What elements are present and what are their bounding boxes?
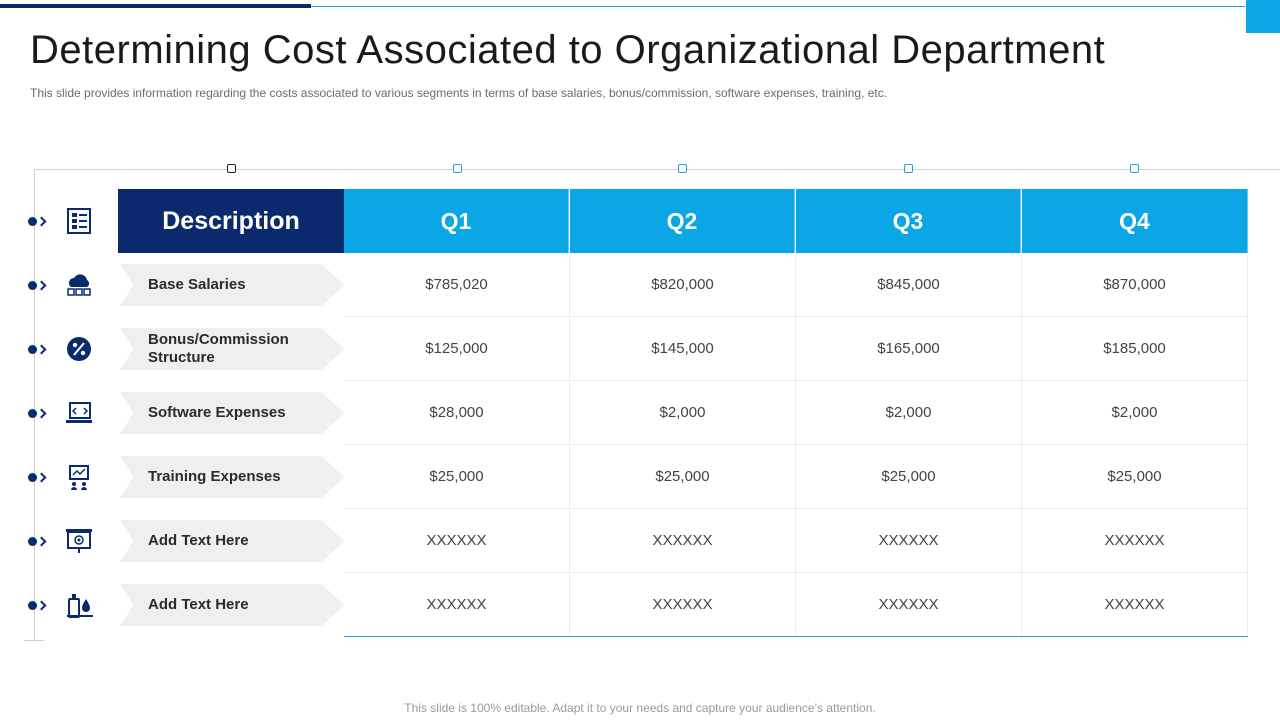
page-title: Determining Cost Associated to Organizat… <box>30 28 1106 72</box>
table-cell: $145,000 <box>570 317 796 381</box>
table-cell: $2,000 <box>796 381 1022 445</box>
row-label-box <box>120 328 344 370</box>
table-cell: $165,000 <box>796 317 1022 381</box>
row-label: Add Text Here <box>148 532 249 549</box>
table-cell: $25,000 <box>796 445 1022 509</box>
row-label: Training Expenses <box>148 468 281 485</box>
table-cell: XXXXXX <box>570 573 796 637</box>
frame-top-line <box>34 169 1280 170</box>
table-cell: $2,000 <box>1022 381 1248 445</box>
selection-handle[interactable] <box>453 164 462 173</box>
table-cell: $25,000 <box>344 445 570 509</box>
table-bottom-line <box>344 636 1248 637</box>
table-cell: $25,000 <box>570 445 796 509</box>
table-cell: $185,000 <box>1022 317 1248 381</box>
row-label-box <box>120 264 344 306</box>
top-accent-line <box>311 6 1245 7</box>
frame-foot-line <box>24 640 44 641</box>
corner-accent-square <box>1246 0 1280 33</box>
hand-sanitizer-icon <box>67 594 93 618</box>
table-cell: $125,000 <box>344 317 570 381</box>
table-cell: $2,000 <box>570 381 796 445</box>
table-cell: $870,000 <box>1022 253 1248 317</box>
table-cell: $785,020 <box>344 253 570 317</box>
table-cell: $28,000 <box>344 381 570 445</box>
code-monitor-icon <box>66 402 92 423</box>
row-label: Base Salaries <box>148 276 246 293</box>
header-q4: Q4 <box>1022 189 1248 253</box>
selection-handle[interactable] <box>1130 164 1139 173</box>
page-subtitle: This slide provides information regardin… <box>30 86 888 100</box>
selection-handle[interactable] <box>678 164 687 173</box>
row-label-box <box>120 392 344 434</box>
row-label: Add Text Here <box>148 596 249 613</box>
row-label: Bonus/Commission Structure <box>148 331 289 366</box>
table-cell: $25,000 <box>1022 445 1248 509</box>
footer-note: This slide is 100% editable. Adapt it to… <box>404 701 876 715</box>
table-cell: XXXXXX <box>1022 509 1248 573</box>
table-cell: XXXXXX <box>796 509 1022 573</box>
table-row: Software Expenses $28,000 $2,000 $2,000 … <box>0 381 1280 445</box>
table-cell: XXXXXX <box>570 509 796 573</box>
table-cell: $820,000 <box>570 253 796 317</box>
row-bullet-icon <box>28 598 47 612</box>
checklist-icon <box>67 208 91 234</box>
percent-badge-icon <box>67 337 91 361</box>
header-description: Description <box>118 189 344 253</box>
presentation-board-icon <box>69 465 89 490</box>
row-bullet-icon <box>28 214 47 228</box>
header-q3: Q3 <box>796 189 1021 253</box>
row-bullet-icon <box>28 278 47 292</box>
table-cell: XXXXXX <box>796 573 1022 637</box>
table-row: Base Salaries $785,020 $820,000 $845,000… <box>0 253 1280 317</box>
row-bullet-icon <box>28 342 47 356</box>
selection-handle[interactable] <box>904 164 913 173</box>
table-row: Add Text Here XXXXXX XXXXXX XXXXXX XXXXX… <box>0 509 1280 573</box>
row-label: Software Expenses <box>148 404 286 421</box>
table-row: Add Text Here XXXXXX XXXXXX XXXXXX XXXXX… <box>0 573 1280 637</box>
row-label-box <box>120 520 344 562</box>
row-bullet-icon <box>28 534 47 548</box>
row-label-box <box>120 456 344 498</box>
table-cell: XXXXXX <box>344 509 570 573</box>
header-row <box>0 189 1280 253</box>
header-q1: Q1 <box>344 189 569 253</box>
row-label-box <box>120 584 344 626</box>
table-cell: XXXXXX <box>1022 573 1248 637</box>
header-q2: Q2 <box>570 189 795 253</box>
table-row: Training Expenses $25,000 $25,000 $25,00… <box>0 445 1280 509</box>
table-row: Bonus/Commission Structure $125,000 $145… <box>0 317 1280 381</box>
table-cell: $845,000 <box>796 253 1022 317</box>
selection-handle[interactable] <box>227 164 236 173</box>
table-cell: XXXXXX <box>344 573 570 637</box>
row-bullet-icon <box>28 470 47 484</box>
frame-left-line <box>34 169 35 640</box>
top-accent-bar <box>0 4 311 8</box>
target-board-icon <box>66 529 92 553</box>
row-bullet-icon <box>28 406 47 420</box>
cloud-network-icon <box>67 274 91 296</box>
